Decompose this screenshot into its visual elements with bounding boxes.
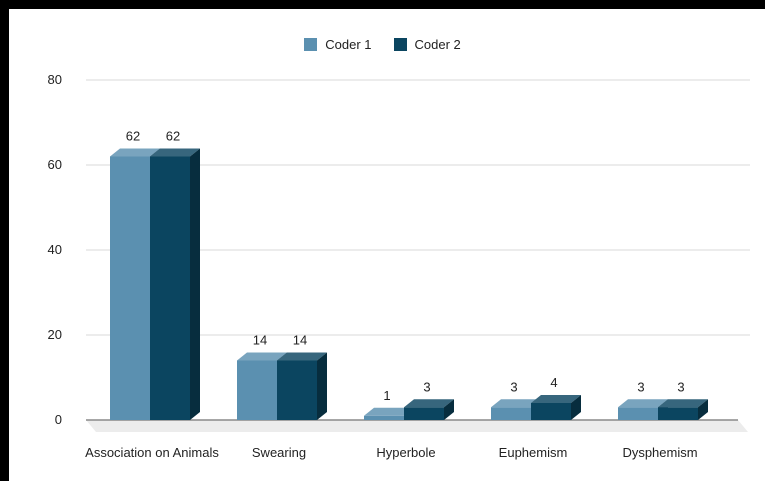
bar-side xyxy=(698,399,708,420)
bar-front xyxy=(110,156,150,420)
data-label: 4 xyxy=(550,375,557,390)
bar-front xyxy=(364,415,404,420)
bar-top xyxy=(364,407,414,416)
chart-floor xyxy=(86,420,748,432)
x-tick-label: Dysphemism xyxy=(622,445,697,460)
data-label: 3 xyxy=(510,379,517,394)
data-label: 62 xyxy=(166,129,180,144)
bar-side xyxy=(317,352,327,420)
y-tick-label: 40 xyxy=(48,242,62,257)
bar-front xyxy=(618,407,658,420)
bar-side xyxy=(190,148,200,420)
bar-top xyxy=(404,399,454,408)
legend-item-coder-2: Coder 2 xyxy=(393,37,461,52)
bar-top xyxy=(110,148,160,157)
y-tick-label: 60 xyxy=(48,157,62,172)
bar-front xyxy=(277,360,317,420)
data-label: 14 xyxy=(253,333,267,348)
bar-side xyxy=(444,399,454,420)
data-label: 14 xyxy=(293,333,307,348)
y-tick-label: 0 xyxy=(55,412,62,427)
bar-top xyxy=(491,399,541,408)
x-tick-label: Swearing xyxy=(252,445,306,460)
bar-side xyxy=(571,395,581,420)
bar-front xyxy=(531,403,571,420)
bar-front xyxy=(237,360,277,420)
bar-top xyxy=(150,148,200,157)
legend-swatch-coder-2 xyxy=(393,38,407,51)
bar-top xyxy=(237,352,287,361)
bar-top xyxy=(277,352,327,361)
bar-front xyxy=(150,156,190,420)
x-tick-label: Euphemism xyxy=(499,445,568,460)
data-label: 62 xyxy=(126,129,140,144)
bar-front xyxy=(404,407,444,420)
bar-top xyxy=(658,399,708,408)
legend-label-coder-2: Coder 2 xyxy=(414,37,461,52)
legend-label-coder-1: Coder 1 xyxy=(325,37,372,52)
data-label: 3 xyxy=(677,379,684,394)
bar-top xyxy=(531,395,581,403)
data-label: 3 xyxy=(637,379,644,394)
bar-front xyxy=(658,407,698,420)
bar-top xyxy=(618,399,668,408)
data-label: 1 xyxy=(383,388,390,403)
y-tick-label: 80 xyxy=(48,72,62,87)
x-tick-label: Association on Animals xyxy=(85,445,219,460)
x-tick-label: Hyperbole xyxy=(376,445,435,460)
bar-front xyxy=(491,407,531,420)
data-label: 3 xyxy=(423,379,430,394)
y-tick-label: 20 xyxy=(48,327,62,342)
legend-item-coder-1: Coder 1 xyxy=(304,37,372,52)
chart-legend: Coder 1 Coder 2 xyxy=(0,37,765,52)
legend-swatch-coder-1 xyxy=(304,38,318,51)
